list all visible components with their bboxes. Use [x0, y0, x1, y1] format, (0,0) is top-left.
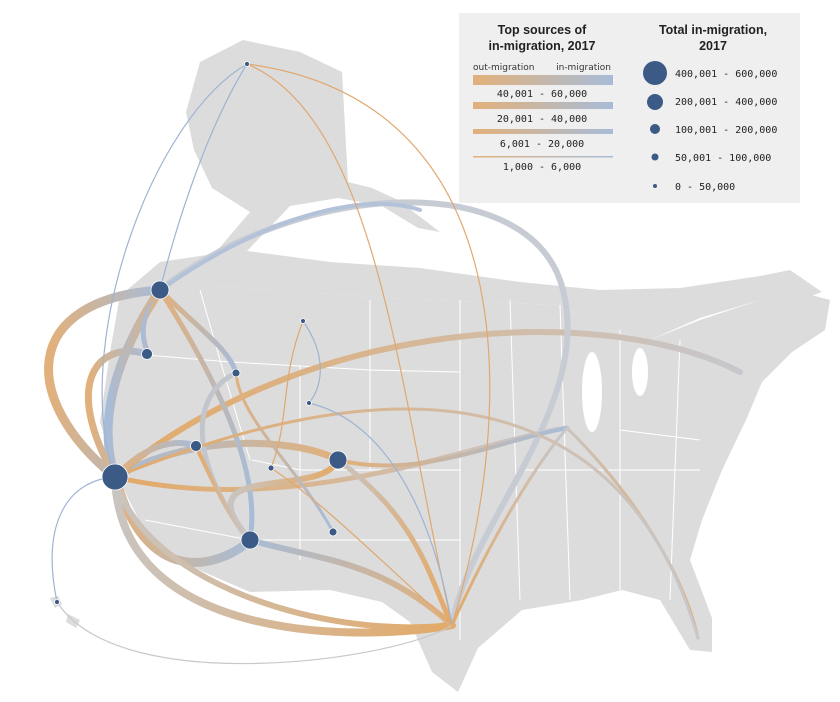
node	[240, 530, 260, 550]
legend-range: 6,001 - 20,000	[500, 139, 584, 150]
node	[300, 318, 306, 324]
flow	[101, 63, 248, 478]
legend-range: 40,001 - 60,000	[497, 89, 587, 100]
legend: Top sources of in-migration, 2017 out-mi…	[459, 13, 800, 203]
flow	[44, 285, 165, 482]
node	[190, 440, 202, 452]
node	[328, 527, 338, 537]
legend-circle	[643, 61, 667, 85]
legend-swatch	[473, 102, 613, 109]
flow	[246, 63, 453, 626]
flow	[450, 426, 569, 627]
great-lake	[582, 352, 602, 432]
legend-title: 2017	[699, 39, 727, 53]
flow	[246, 63, 491, 626]
flow	[112, 474, 455, 631]
flow	[247, 537, 455, 628]
legend-range: 20,001 - 40,000	[497, 114, 587, 125]
nodes	[54, 61, 348, 605]
flow	[270, 320, 304, 469]
node	[306, 400, 312, 406]
legend-label: out-migration	[473, 63, 534, 73]
legend-range: 50,001 - 100,000	[675, 153, 771, 164]
node	[328, 450, 348, 470]
basemap	[50, 40, 830, 692]
flows	[44, 63, 743, 665]
legend-title: Top sources of	[498, 23, 588, 37]
legend-title: Total in-migration,	[659, 23, 767, 37]
flow	[51, 476, 116, 603]
node	[267, 464, 275, 472]
node	[141, 348, 153, 360]
legend-swatch	[473, 129, 613, 134]
flow	[157, 287, 255, 543]
legend-label: in-migration	[556, 63, 611, 73]
legend-title: in-migration, 2017	[489, 39, 596, 53]
legend-circle	[653, 184, 657, 188]
state-borders	[109, 289, 701, 640]
flow	[336, 426, 569, 468]
legend-range: 0 - 50,000	[675, 182, 735, 193]
legend-range: 1,000 - 6,000	[503, 162, 581, 173]
legend-range: 400,001 - 600,000	[675, 69, 777, 80]
node	[231, 368, 241, 378]
flow	[111, 473, 456, 637]
flow	[159, 63, 248, 291]
flow	[112, 329, 743, 480]
flow	[158, 201, 422, 292]
legend-circle	[651, 153, 659, 161]
flow	[56, 601, 453, 665]
node	[101, 463, 129, 491]
flow	[157, 287, 239, 376]
usa	[100, 280, 830, 692]
node	[244, 61, 250, 67]
flow	[270, 467, 453, 626]
flow	[234, 371, 335, 534]
canada	[120, 250, 822, 340]
legend-swatch	[473, 75, 613, 85]
alaska	[186, 40, 440, 262]
flow	[308, 402, 453, 626]
legend-circle	[650, 124, 660, 134]
legend-range: 200,001 - 400,000	[675, 97, 777, 108]
flow	[335, 457, 455, 628]
flow	[113, 407, 700, 640]
flow	[84, 347, 151, 481]
node	[54, 599, 60, 605]
flow	[302, 320, 321, 404]
legend-circle	[647, 94, 663, 110]
node	[150, 280, 170, 300]
great-lake	[632, 348, 648, 396]
flow	[111, 439, 342, 481]
legend-range: 100,001 - 200,000	[675, 125, 777, 136]
legend-swatch	[473, 156, 613, 158]
